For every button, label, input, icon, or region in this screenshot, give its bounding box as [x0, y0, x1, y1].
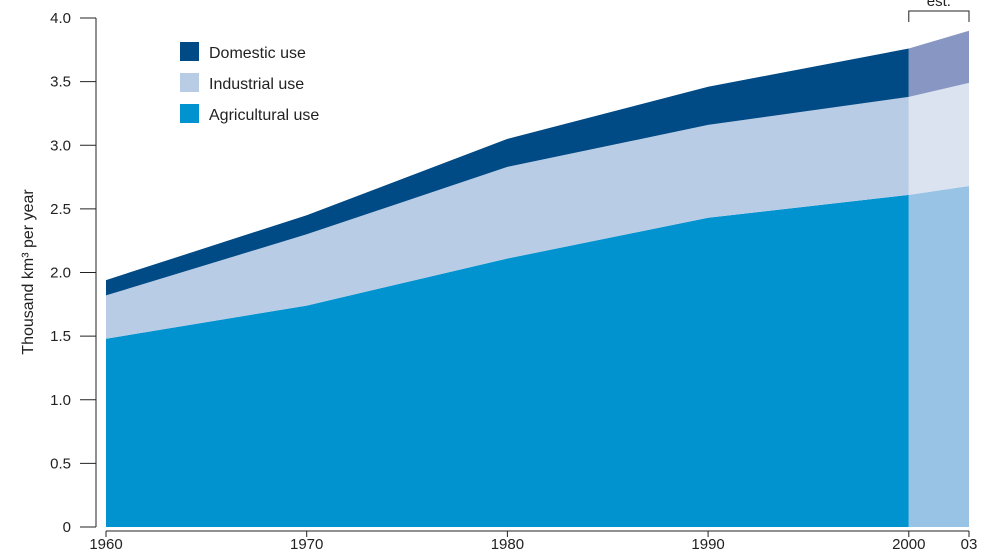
- x-tick-label: 1960: [89, 536, 122, 551]
- legend-swatch: [180, 73, 199, 92]
- x-tick-label: 2000: [892, 536, 925, 551]
- legend: Domestic use Industrial use Agricultural u…: [180, 42, 319, 124]
- y-tick-label: 4.0: [50, 10, 71, 27]
- x-tick-label: 1970: [290, 536, 323, 551]
- area-agricultural-use-estimate: [908, 186, 969, 527]
- x-tick-label: 1980: [491, 536, 524, 551]
- y-tick-label: 2.0: [50, 265, 71, 282]
- y-tick-label: 3.5: [50, 74, 71, 91]
- y-tick-label: 1.5: [50, 328, 71, 345]
- estimate-label: est.: [927, 0, 951, 10]
- x-axis: 1960 1970 1980 1990 2000 03: [89, 530, 978, 551]
- y-tick-label: 1.0: [50, 392, 71, 409]
- area-domestic-use-estimate: [908, 30, 969, 97]
- legend-label: Agricultural use: [209, 107, 319, 124]
- stacked-areas: [106, 30, 969, 527]
- y-tick-label: 0: [63, 519, 71, 536]
- legend-swatch: [180, 104, 199, 123]
- legend-label: Industrial use: [209, 76, 304, 93]
- estimate-bracket-line: [908, 10, 970, 22]
- y-axis-title: Thousand km³ per year: [20, 189, 37, 355]
- y-tick-label: 0.5: [50, 455, 71, 472]
- legend-swatch: [180, 42, 199, 61]
- area-industrial-use: [106, 96, 909, 339]
- area-domestic-use: [106, 48, 909, 296]
- y-axis: 0 0.5 1.0 1.5 2.0 2.5 3.0 3.5 4.0: [50, 10, 97, 536]
- estimate-bracket: est.: [908, 0, 970, 22]
- y-tick-label: 2.5: [50, 201, 71, 218]
- legend-label: Domestic use: [209, 45, 306, 62]
- area-industrial-use-estimate: [908, 82, 969, 195]
- x-tick-label: 03: [961, 536, 978, 551]
- area-agricultural-use: [106, 194, 909, 527]
- y-tick-label: 3.0: [50, 137, 71, 154]
- x-tick-label: 1990: [691, 536, 724, 551]
